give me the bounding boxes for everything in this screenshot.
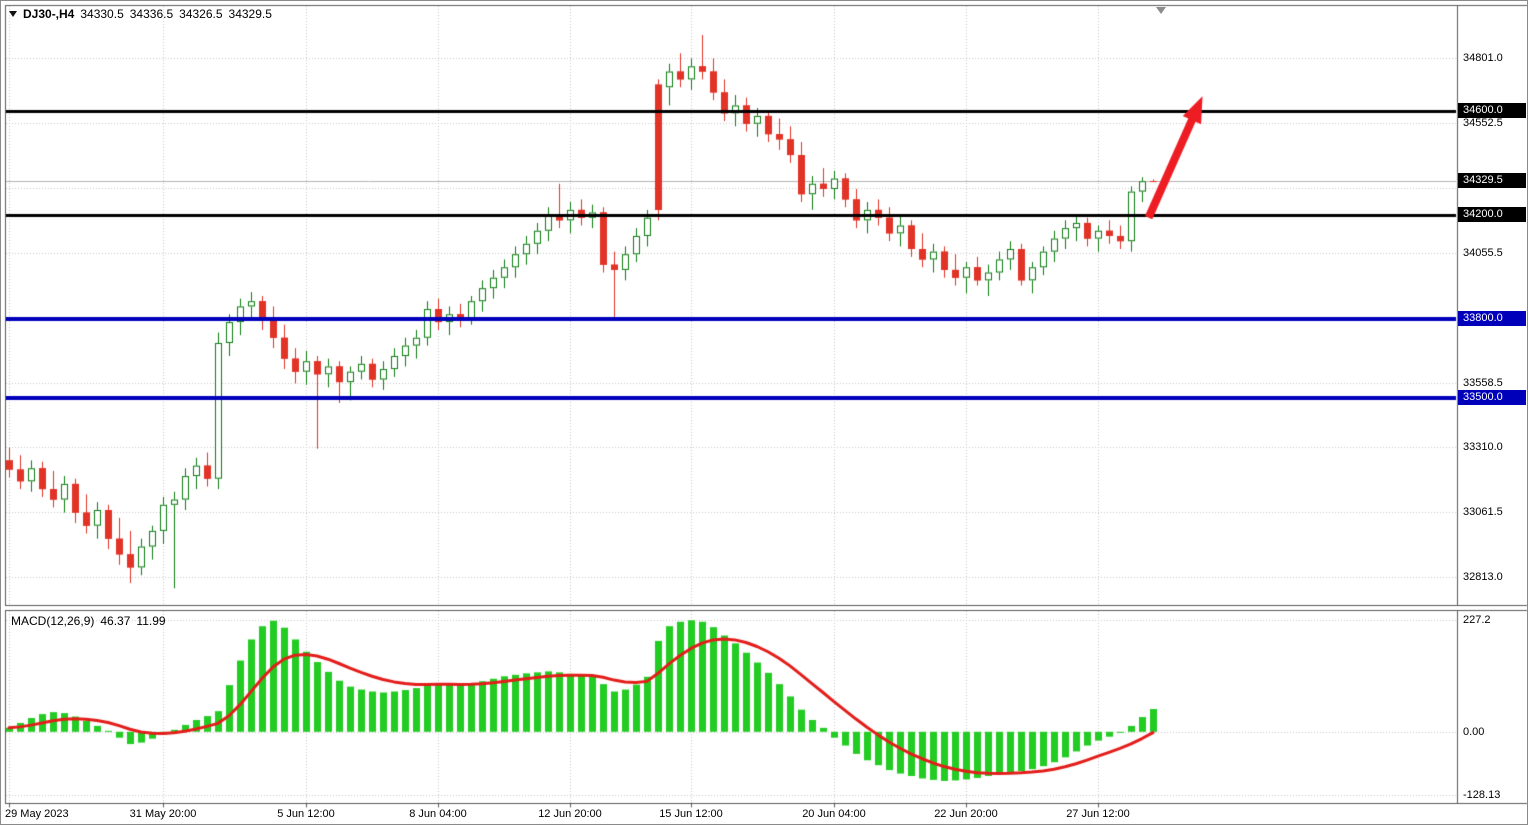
price-axis-label: 33310.0 [1463,441,1503,453]
price-axis-label: 34055.5 [1463,247,1503,259]
ohlc-open-value: 34330.5 [80,7,124,21]
price-axis-label: 33558.5 [1463,377,1503,389]
hline-price-label: 33500.0 [1458,390,1526,405]
hline-price-label: 34200.0 [1458,207,1526,222]
hline-price-label: 34600.0 [1458,103,1526,118]
time-axis-label: 12 Jun 20:00 [538,808,602,820]
ohlc-close-value: 34329.5 [228,7,272,21]
price-axis-label: 33061.5 [1463,506,1503,518]
ohlc-low-value: 34326.5 [179,7,223,21]
chart-shift-marker-icon[interactable] [1156,7,1166,14]
current-price-label: 34329.5 [1458,173,1526,188]
macd-signal-value: 11.99 [136,614,166,628]
time-axis-label: 15 Jun 12:00 [659,808,723,820]
chart-header: DJ30-,H4 34330.5 34336.5 34326.5 34329.5 [9,7,272,21]
time-axis-label: 20 Jun 04:00 [802,808,866,820]
symbol-timeframe-label: DJ30-,H4 [23,7,75,21]
price-axis-label: 32813.0 [1463,571,1503,583]
price-axis-label: 34552.5 [1463,117,1503,129]
quick-trade-toggle-icon[interactable] [9,11,17,17]
price-axis[interactable]: 34801.0 34552.5 34055.5 33558.5 33310.0 33061… [1457,1,1527,824]
macd-main-value: 46.37 [100,614,131,628]
time-axis-label: 31 May 20:00 [129,808,197,820]
macd-name: MACD(12,26,9) [11,614,95,628]
macd-indicator-label: MACD(12,26,9) 46.37 11.99 [11,614,166,628]
price-axis-label: 34801.0 [1463,52,1503,64]
time-axis-label: 27 Jun 12:00 [1066,808,1130,820]
macd-axis-label: -128.13 [1463,789,1501,801]
time-axis-label: 22 Jun 20:00 [934,808,998,820]
macd-axis-label: 227.2 [1463,614,1491,626]
macd-axis-label: 0.00 [1463,726,1485,738]
time-axis[interactable]: 29 May 2023 31 May 20:00 5 Jun 12:00 8 Jun … [1,803,1457,824]
ohlc-high-value: 34336.5 [129,7,174,21]
time-axis-label: 5 Jun 12:00 [277,808,335,820]
hline-price-label: 33800.0 [1458,311,1526,326]
time-axis-label: 8 Jun 04:00 [409,808,467,820]
time-axis-label: 29 May 2023 [5,808,69,820]
